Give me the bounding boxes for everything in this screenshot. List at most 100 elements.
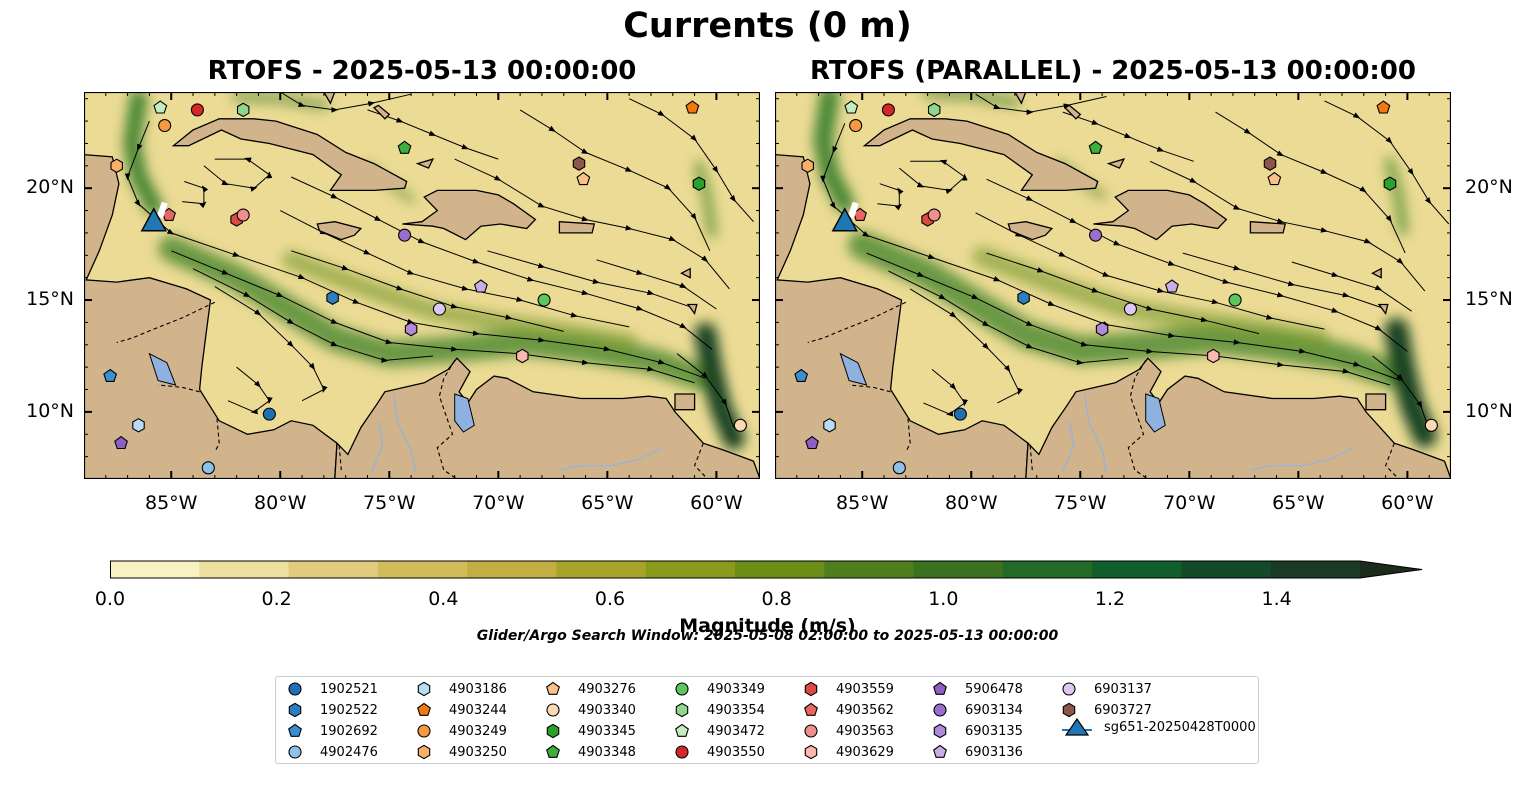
float-marker-4903186 — [823, 418, 836, 433]
colorbar-segment — [1181, 561, 1272, 578]
glider-marker — [831, 207, 858, 232]
lon-tick-label: 80°W — [254, 492, 307, 514]
legend-entry: 6903136 — [931, 743, 1023, 761]
float-marker-4903563 — [927, 208, 941, 222]
streamline — [877, 183, 904, 211]
float-marker-1902522 — [1017, 290, 1030, 306]
legend-label: 6903136 — [965, 744, 1023, 760]
legend-marker-hexagon — [417, 744, 431, 760]
landmass — [415, 158, 435, 169]
streamline — [367, 109, 499, 160]
float-marker-6903135 — [1095, 321, 1109, 337]
float-marker-4903348 — [397, 140, 412, 154]
streamline — [487, 250, 691, 308]
legend-entry: 4903345 — [544, 722, 636, 740]
streamline — [280, 92, 412, 113]
legend-label: 4903559 — [836, 681, 894, 697]
float-markers — [794, 100, 1438, 475]
legend-marker-shape — [675, 745, 689, 759]
legend-marker-circle — [675, 745, 689, 759]
country-border — [905, 418, 911, 453]
landmass — [1365, 393, 1387, 411]
land — [775, 92, 1451, 479]
landmass — [171, 118, 408, 192]
legend-marker-shape — [933, 744, 947, 758]
legend-label: 4903354 — [707, 702, 765, 718]
colorbar-tick-label: 0.8 — [761, 588, 792, 610]
landmass — [323, 92, 336, 105]
legend-label: 4903550 — [707, 744, 765, 760]
colorbar-segment — [645, 561, 736, 578]
legend-marker-circle — [804, 724, 818, 738]
map-ticks — [84, 92, 760, 479]
river — [392, 393, 417, 473]
river — [371, 420, 384, 473]
legend-marker-shape — [804, 744, 818, 760]
float-marker-4903354 — [236, 102, 250, 118]
legend-marker-circle — [675, 682, 689, 696]
legend-marker-shape — [1062, 682, 1076, 696]
legend-marker-shape — [417, 681, 431, 697]
float-marker-6903727 — [572, 156, 586, 171]
landmass — [1249, 221, 1287, 234]
country-border — [214, 418, 220, 453]
colorbar-segment — [1002, 561, 1093, 578]
colorbar-tick-label: 0.6 — [594, 588, 626, 610]
legend: 1902521 1902522 1902692 4902476 4903186 49032… — [275, 676, 1259, 764]
float-marker-6903137 — [1123, 302, 1137, 316]
legend-marker-shape — [417, 744, 431, 760]
glider-marker — [140, 207, 167, 232]
colorbar-segment — [288, 561, 379, 578]
float-marker-1902692 — [794, 368, 809, 382]
lon-tick-label: 70°W — [1163, 492, 1216, 514]
legend-marker-pentagon — [933, 681, 947, 695]
colorbar-tick-label: 0.4 — [428, 588, 459, 610]
legend-marker-hexagon — [417, 681, 431, 697]
streamline — [975, 93, 1107, 115]
legend-entry: 4903629 — [802, 743, 894, 761]
float-marker-6903137 — [432, 302, 446, 316]
streamline — [227, 366, 273, 415]
float-markers — [103, 100, 747, 475]
lake — [454, 393, 475, 433]
colorbar-segment — [824, 561, 915, 578]
lat-tick-label: 10°N — [1465, 399, 1513, 422]
legend-entry: 4903340 — [544, 701, 636, 719]
legend-label: 4903348 — [578, 744, 636, 760]
legend-label: 4903244 — [449, 702, 507, 718]
colorbar-segment — [199, 561, 290, 578]
float-marker-4903629 — [516, 348, 529, 364]
colorbar-outline — [110, 560, 1423, 579]
legend-label: 4903186 — [449, 681, 507, 697]
country-border — [693, 443, 709, 479]
legend-marker-shape — [546, 744, 560, 758]
streamline — [1149, 160, 1426, 292]
legend-marker-hexagon — [933, 723, 947, 739]
lon-tick-label: 65°W — [581, 492, 634, 514]
float-marker-6903136 — [1164, 279, 1179, 293]
legend-marker-shape — [546, 681, 560, 695]
legend-entry: 1902521 — [286, 680, 378, 698]
float-marker-4903550 — [881, 103, 895, 117]
float-marker-1902522 — [326, 290, 339, 306]
float-marker-5906478 — [805, 435, 819, 450]
float-marker-6903727 — [1263, 156, 1277, 171]
colorbar-segment — [1092, 561, 1182, 578]
lat-tick-label: 20°N — [1465, 176, 1513, 199]
float-marker-4903249 — [849, 119, 863, 133]
landmass — [1014, 92, 1027, 105]
legend-marker-hexagon — [288, 702, 302, 718]
legend-entry: 4903276 — [544, 680, 636, 698]
legend-marker-shape — [933, 703, 947, 717]
legend-entry: 6903727 — [1060, 701, 1152, 719]
legend-marker-triangle — [1062, 718, 1092, 736]
lon-tick-label: 85°W — [835, 492, 889, 514]
river — [1083, 393, 1108, 473]
legend-marker-shape — [675, 702, 689, 718]
legend-entry: 1902522 — [286, 701, 378, 719]
float-marker-4903349 — [1228, 293, 1242, 307]
landmass — [674, 393, 696, 411]
map-panel-right — [775, 92, 1451, 479]
landmass — [1093, 189, 1228, 241]
legend-label: 4902476 — [320, 744, 378, 760]
